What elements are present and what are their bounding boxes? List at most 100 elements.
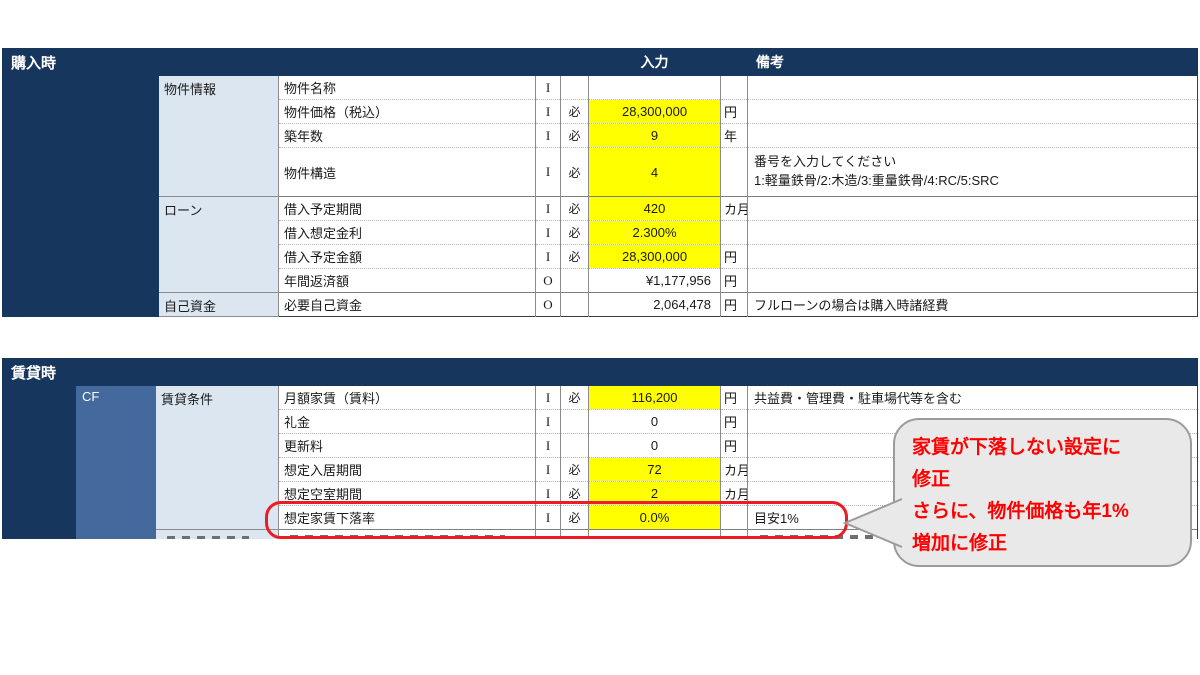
group-label-own-funds: 自己資金 bbox=[158, 292, 279, 317]
item-label: 物件構造 bbox=[278, 147, 536, 197]
input-column-header: 入力 bbox=[588, 48, 722, 76]
item-label: 更新料 bbox=[278, 433, 536, 458]
annotation-callout-bubble: 家賃が下落しない設定に 修正 さらに、物件価格も年1% 増加に修正 bbox=[893, 418, 1192, 567]
rental-section-label: 賃貸時 bbox=[2, 358, 1199, 386]
unit-cell bbox=[720, 505, 748, 530]
unit-cell: 円 bbox=[720, 292, 749, 317]
unit-cell bbox=[720, 75, 749, 100]
unit-cell: 円 bbox=[720, 244, 749, 269]
group-label-property-info: 物件情報 bbox=[158, 75, 279, 197]
remark-cell bbox=[747, 268, 1199, 293]
input-cell-structure[interactable]: 4 bbox=[588, 147, 722, 197]
required-flag: 必 bbox=[559, 147, 590, 197]
remark-cell bbox=[747, 75, 1199, 100]
input-cell-monthly-rent[interactable]: 116,200 bbox=[588, 385, 721, 410]
input-cell-interest-rate[interactable]: 2.300% bbox=[588, 220, 722, 245]
input-cell-loan-term[interactable]: 420 bbox=[588, 196, 722, 221]
item-label: 築年数 bbox=[278, 123, 536, 148]
unit-cell: カ月 bbox=[720, 457, 748, 482]
item-label: 年間返済額 bbox=[278, 268, 536, 293]
io-flag: I bbox=[535, 244, 561, 269]
remark-cell: フルローンの場合は購入時諸経費 bbox=[747, 292, 1199, 317]
purchase-header-row: 購入時 入力 備考 bbox=[1, 48, 1199, 76]
unit-cell: カ月 bbox=[720, 196, 749, 221]
input-cell-building-age[interactable]: 9 bbox=[588, 123, 722, 148]
callout-tail bbox=[842, 498, 903, 548]
required-flag: 必 bbox=[559, 99, 590, 124]
item-label: 想定家賃下落率 bbox=[278, 505, 536, 530]
purchase-side-band bbox=[2, 75, 159, 317]
input-cell-loan-amount[interactable]: 28,300,000 bbox=[588, 244, 722, 269]
required-flag: 必 bbox=[560, 505, 589, 530]
required-flag bbox=[559, 75, 590, 100]
red-highlight-oval bbox=[265, 501, 848, 539]
output-cell-required-own-funds: 2,064,478 bbox=[588, 292, 722, 317]
required-flag: 必 bbox=[559, 220, 590, 245]
item-label: 月額家賃（賃料） bbox=[278, 385, 536, 410]
table-row: 借入想定金利 I 必 2.300% bbox=[3, 220, 1199, 245]
io-flag: I bbox=[535, 196, 561, 221]
required-flag: 必 bbox=[560, 457, 589, 482]
remark-cell bbox=[747, 99, 1199, 124]
unit-cell bbox=[720, 220, 749, 245]
input-cell-key-money[interactable]: 0 bbox=[588, 409, 721, 434]
input-cell-rent-decline-rate[interactable]: 0.0% bbox=[588, 505, 721, 530]
rental-header-row: 賃貸時 bbox=[2, 358, 1199, 386]
unit-cell: 円 bbox=[720, 409, 748, 434]
remark-cell: 共益費・管理費・駐車場代等を含む bbox=[746, 385, 1199, 410]
io-flag: I bbox=[535, 385, 561, 410]
unit-cell bbox=[720, 147, 749, 197]
table-row: 借入予定金額 I 必 28,300,000 円 bbox=[3, 244, 1199, 269]
io-flag: I bbox=[535, 220, 561, 245]
item-label: 借入予定期間 bbox=[278, 196, 536, 221]
unit-cell: 円 bbox=[720, 385, 748, 410]
io-flag: I bbox=[535, 409, 561, 434]
io-flag: I bbox=[535, 147, 561, 197]
unit-cell: 年 bbox=[720, 123, 749, 148]
partial-group-cell bbox=[155, 529, 279, 539]
input-cell-occupancy-period[interactable]: 72 bbox=[588, 457, 721, 482]
required-flag bbox=[559, 292, 590, 317]
item-label: 借入予定金額 bbox=[278, 244, 536, 269]
group-label-loan: ローン bbox=[158, 196, 279, 293]
item-label: 礼金 bbox=[278, 409, 536, 434]
io-flag: I bbox=[535, 433, 561, 458]
unit-cell: 円 bbox=[720, 433, 748, 458]
required-flag bbox=[559, 268, 590, 293]
item-label: 借入想定金利 bbox=[278, 220, 536, 245]
unit-cell: 円 bbox=[720, 268, 749, 293]
table-row: 物件価格（税込） I 必 28,300,000 円 bbox=[3, 99, 1199, 124]
input-cell-renewal-fee[interactable]: 0 bbox=[588, 433, 721, 458]
input-cell-property-price[interactable]: 28,300,000 bbox=[588, 99, 722, 124]
required-flag: 必 bbox=[559, 123, 590, 148]
purchase-section-label: 購入時 bbox=[1, 48, 590, 76]
unit-cell: 円 bbox=[720, 99, 749, 124]
remark-cell bbox=[747, 244, 1199, 269]
table-row: CF 賃貸条件 月額家賃（賃料） I 必 116,200 円 共益費・管理費・駐… bbox=[2, 385, 1199, 539]
item-label: 想定入居期間 bbox=[278, 457, 536, 482]
remark-cell bbox=[747, 220, 1199, 245]
item-label: 必要自己資金 bbox=[278, 292, 536, 317]
group-label-rental-conditions: 賃貸条件 bbox=[155, 385, 279, 530]
input-cell-property-name[interactable] bbox=[588, 75, 722, 100]
io-flag: I bbox=[535, 99, 561, 124]
table-row: 自己資金 必要自己資金 O 2,064,478 円 フルローンの場合は購入時諸経… bbox=[3, 292, 1199, 317]
required-flag bbox=[560, 433, 589, 458]
purchase-table: 購入時 入力 備考 物件情報 物件名称 I 物件価格（税込） I 必 28,30… bbox=[1, 48, 1199, 317]
table-row: 物件情報 物件名称 I bbox=[2, 75, 1199, 317]
item-label: 物件名称 bbox=[278, 75, 536, 100]
io-flag: O bbox=[535, 268, 561, 293]
remark-cell bbox=[747, 123, 1199, 148]
required-flag: 必 bbox=[560, 385, 589, 410]
cf-group-label: CF bbox=[75, 385, 156, 539]
table-row: ローン 借入予定期間 I 必 420 カ月 bbox=[3, 196, 1199, 293]
table-row: 築年数 I 必 9 年 bbox=[3, 123, 1199, 148]
required-flag: 必 bbox=[559, 244, 590, 269]
required-flag bbox=[560, 409, 589, 434]
rental-side-band bbox=[2, 385, 76, 539]
io-flag: I bbox=[535, 123, 561, 148]
annotation-callout-text: 家賃が下落しない設定に 修正 さらに、物件価格も年1% 増加に修正 bbox=[912, 437, 1129, 554]
io-flag: I bbox=[535, 505, 561, 530]
table-row: 年間返済額 O ¥1,177,956 円 bbox=[3, 268, 1199, 293]
